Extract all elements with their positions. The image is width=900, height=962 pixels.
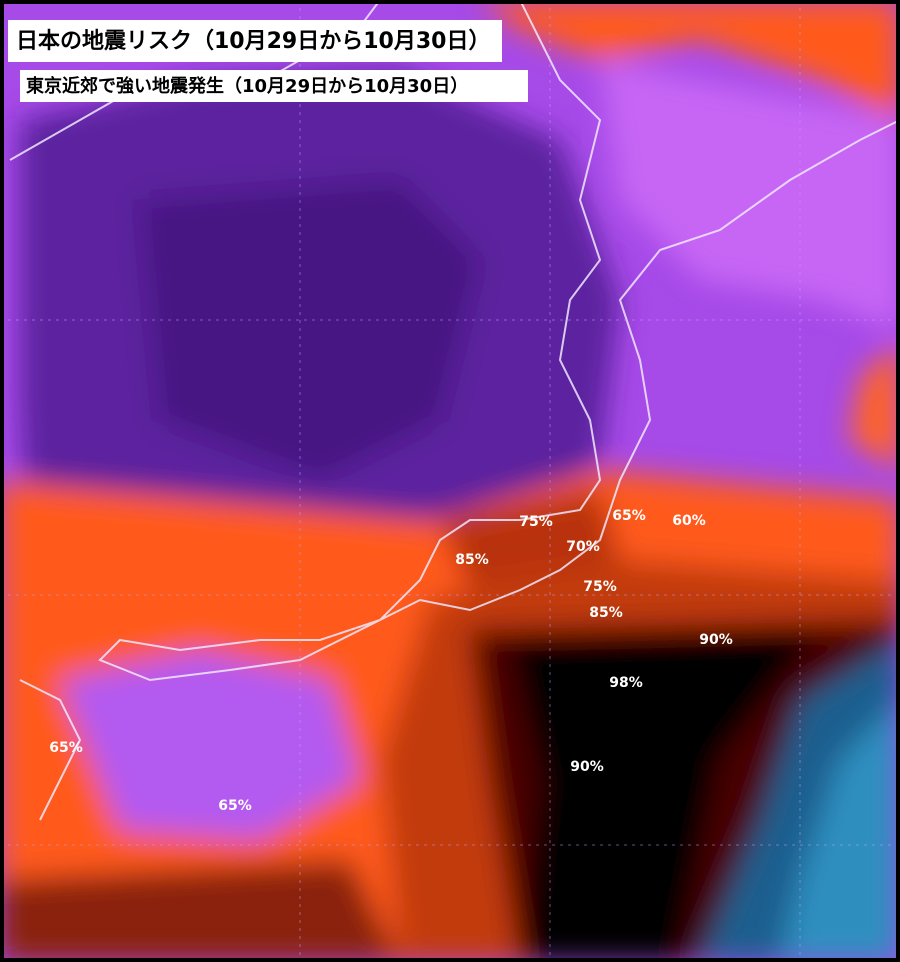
probability-label: 60% [672, 513, 706, 529]
probability-label: 65% [218, 798, 252, 814]
subtitle: 東京近郊で強い地震発生（10月29日から10月30日） [26, 75, 468, 97]
title-box [8, 20, 502, 62]
probability-label: 85% [589, 605, 623, 621]
probability-label: 85% [455, 552, 489, 568]
labels: 75% 65% 60% 85% 70% 75% 85% 90% 98% 90% 65% 65% [49, 508, 733, 814]
probability-label: 90% [570, 759, 604, 775]
subtitle-box [20, 70, 528, 102]
probability-label: 70% [566, 539, 600, 555]
probability-label: 65% [612, 508, 646, 524]
probability-label: 75% [519, 514, 553, 530]
probability-label: 98% [609, 675, 643, 691]
probability-label: 90% [699, 632, 733, 648]
probability-label: 65% [49, 740, 83, 756]
probability-label: 75% [583, 579, 617, 595]
title: 日本の地震リスク（10月29日から10月30日） [16, 29, 490, 54]
